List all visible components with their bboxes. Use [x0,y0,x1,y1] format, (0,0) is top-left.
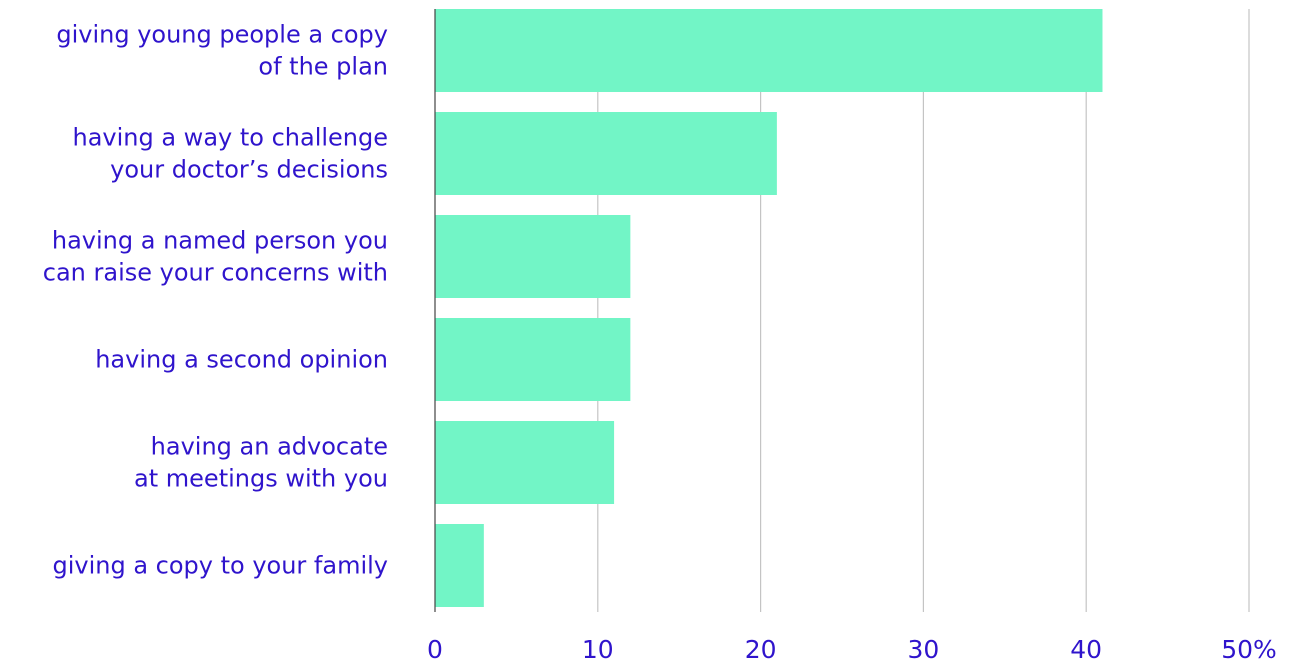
bar [435,421,615,504]
category-label-line: having a way to challenge [72,124,388,152]
gridlines [597,9,1250,612]
category-label-line: of the plan [258,53,388,81]
bar [435,524,484,607]
category-labels: giving young people a copy of the plan hav… [43,21,388,580]
category-label-line: having a second opinion [95,346,388,374]
x-axis: 0 10 20 30 40 50% [427,9,1277,664]
category-label: having a second opinion [95,346,388,374]
bars [435,9,1103,607]
category-label: having an advocate at meetings with you [134,433,388,493]
bar [435,318,631,401]
category-label-line: at meetings with you [134,465,388,493]
category-label-line: having an advocate [151,433,388,461]
x-tick-label: 50% [1221,635,1277,664]
category-label: having a named person you can raise your … [43,227,388,287]
bar [435,112,777,195]
category-label: giving young people a copy of the plan [56,21,388,81]
x-tick-label: 0 [427,635,443,664]
x-tick-label: 20 [745,635,777,664]
category-label-line: your doctor’s decisions [110,156,388,184]
x-tick-label: 10 [582,635,614,664]
category-label-line: can raise your concerns with [43,259,388,287]
x-tick-label: 30 [907,635,939,664]
category-label-line: giving a copy to your family [52,552,388,580]
category-label: giving a copy to your family [52,552,388,580]
category-label-line: having a named person you [52,227,388,255]
bar [435,215,631,298]
bar [435,9,1103,92]
category-label-line: giving young people a copy [56,21,388,49]
category-label: having a way to challenge your doctor’s d… [72,124,388,184]
x-tick-label: 40 [1070,635,1102,664]
